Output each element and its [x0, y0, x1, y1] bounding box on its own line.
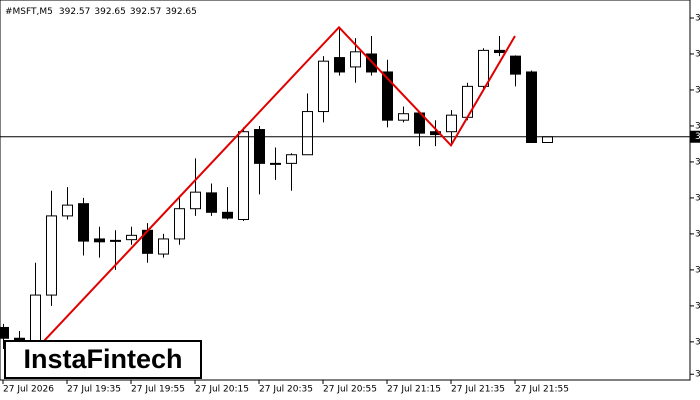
header-low: 392.57 — [130, 7, 162, 17]
y-tick-label: 390.30 — [695, 301, 700, 311]
logo-box — [4, 340, 202, 379]
pattern-line — [39, 25, 516, 347]
candle-body — [78, 203, 89, 242]
logo: InstaFintech — [23, 344, 182, 374]
x-tick-label: 27 Jul 21:35 — [451, 385, 505, 395]
header-open: 392.57 — [59, 7, 91, 17]
candle-body — [254, 129, 265, 164]
header-close: 392.65 — [165, 7, 197, 17]
y-tick-label: 392.80 — [695, 121, 700, 131]
x-tick-label: 27 Jul 19:55 — [131, 385, 185, 395]
candle-body — [46, 215, 57, 296]
x-tick-label: 27 Jul 20:15 — [195, 385, 249, 395]
x-tick-label: 27 Jul 20:35 — [259, 385, 313, 395]
candle-body — [302, 111, 313, 156]
marks: 394.30 393.80 393.30 392.80 392.30 391.80 391.… — [0, 13, 700, 395]
header-high: 392.65 — [94, 7, 126, 17]
candle-body — [382, 71, 393, 121]
candle-body — [446, 114, 457, 133]
candle-body — [286, 154, 297, 164]
candle-body — [238, 131, 249, 221]
y-tick-label: 391.80 — [695, 193, 700, 203]
candle-body — [62, 204, 73, 217]
x-tick-label: 27 Jul 2026 — [3, 385, 54, 395]
candle-body — [126, 234, 137, 241]
y-tick-label: 393.80 — [695, 49, 700, 59]
candle-body — [94, 238, 105, 243]
y-tick-label: 389.35 — [695, 370, 700, 380]
y-tick-label: 391.30 — [695, 229, 700, 239]
candle-body — [542, 136, 553, 144]
candle-body — [350, 51, 361, 68]
x-tick-label: 27 Jul 21:15 — [387, 385, 441, 395]
candle-body — [526, 71, 537, 143]
candle-body — [158, 238, 169, 255]
x-tick-label: 27 Jul 20:55 — [323, 385, 377, 395]
candle-body — [478, 49, 489, 87]
candle-body — [174, 208, 185, 240]
y-tick-label: 390.80 — [695, 265, 700, 275]
y-tick-label: 392.30 — [695, 157, 700, 167]
y-tick-label: 393.30 — [695, 85, 700, 95]
candle-body — [318, 60, 329, 113]
candle-body — [0, 326, 9, 339]
y-tick-label: 389.80 — [695, 337, 700, 347]
candle-body — [110, 239, 121, 242]
candle-body — [334, 57, 345, 73]
candle-body — [190, 191, 201, 210]
symbol: #MSFT,M5 — [5, 7, 53, 17]
x-tick-label: 27 Jul 19:35 — [67, 385, 121, 395]
candle-body — [30, 294, 41, 343]
candle-body — [510, 55, 521, 75]
current-price-label: 392.65 — [695, 132, 700, 142]
candle-body — [206, 192, 217, 213]
y-tick-label: 394.30 — [695, 13, 700, 23]
candle-body — [494, 49, 505, 54]
x-tick-label: 27 Jul 21:55 — [515, 385, 569, 395]
header: #MSFT,M5 392.57 392.65 392.57 392.65 — [5, 7, 197, 17]
candle-body — [398, 113, 409, 121]
candle-body — [270, 162, 281, 165]
plot-frame — [0, 0, 691, 381]
current-price-box — [690, 130, 700, 143]
candle-body — [222, 211, 233, 219]
